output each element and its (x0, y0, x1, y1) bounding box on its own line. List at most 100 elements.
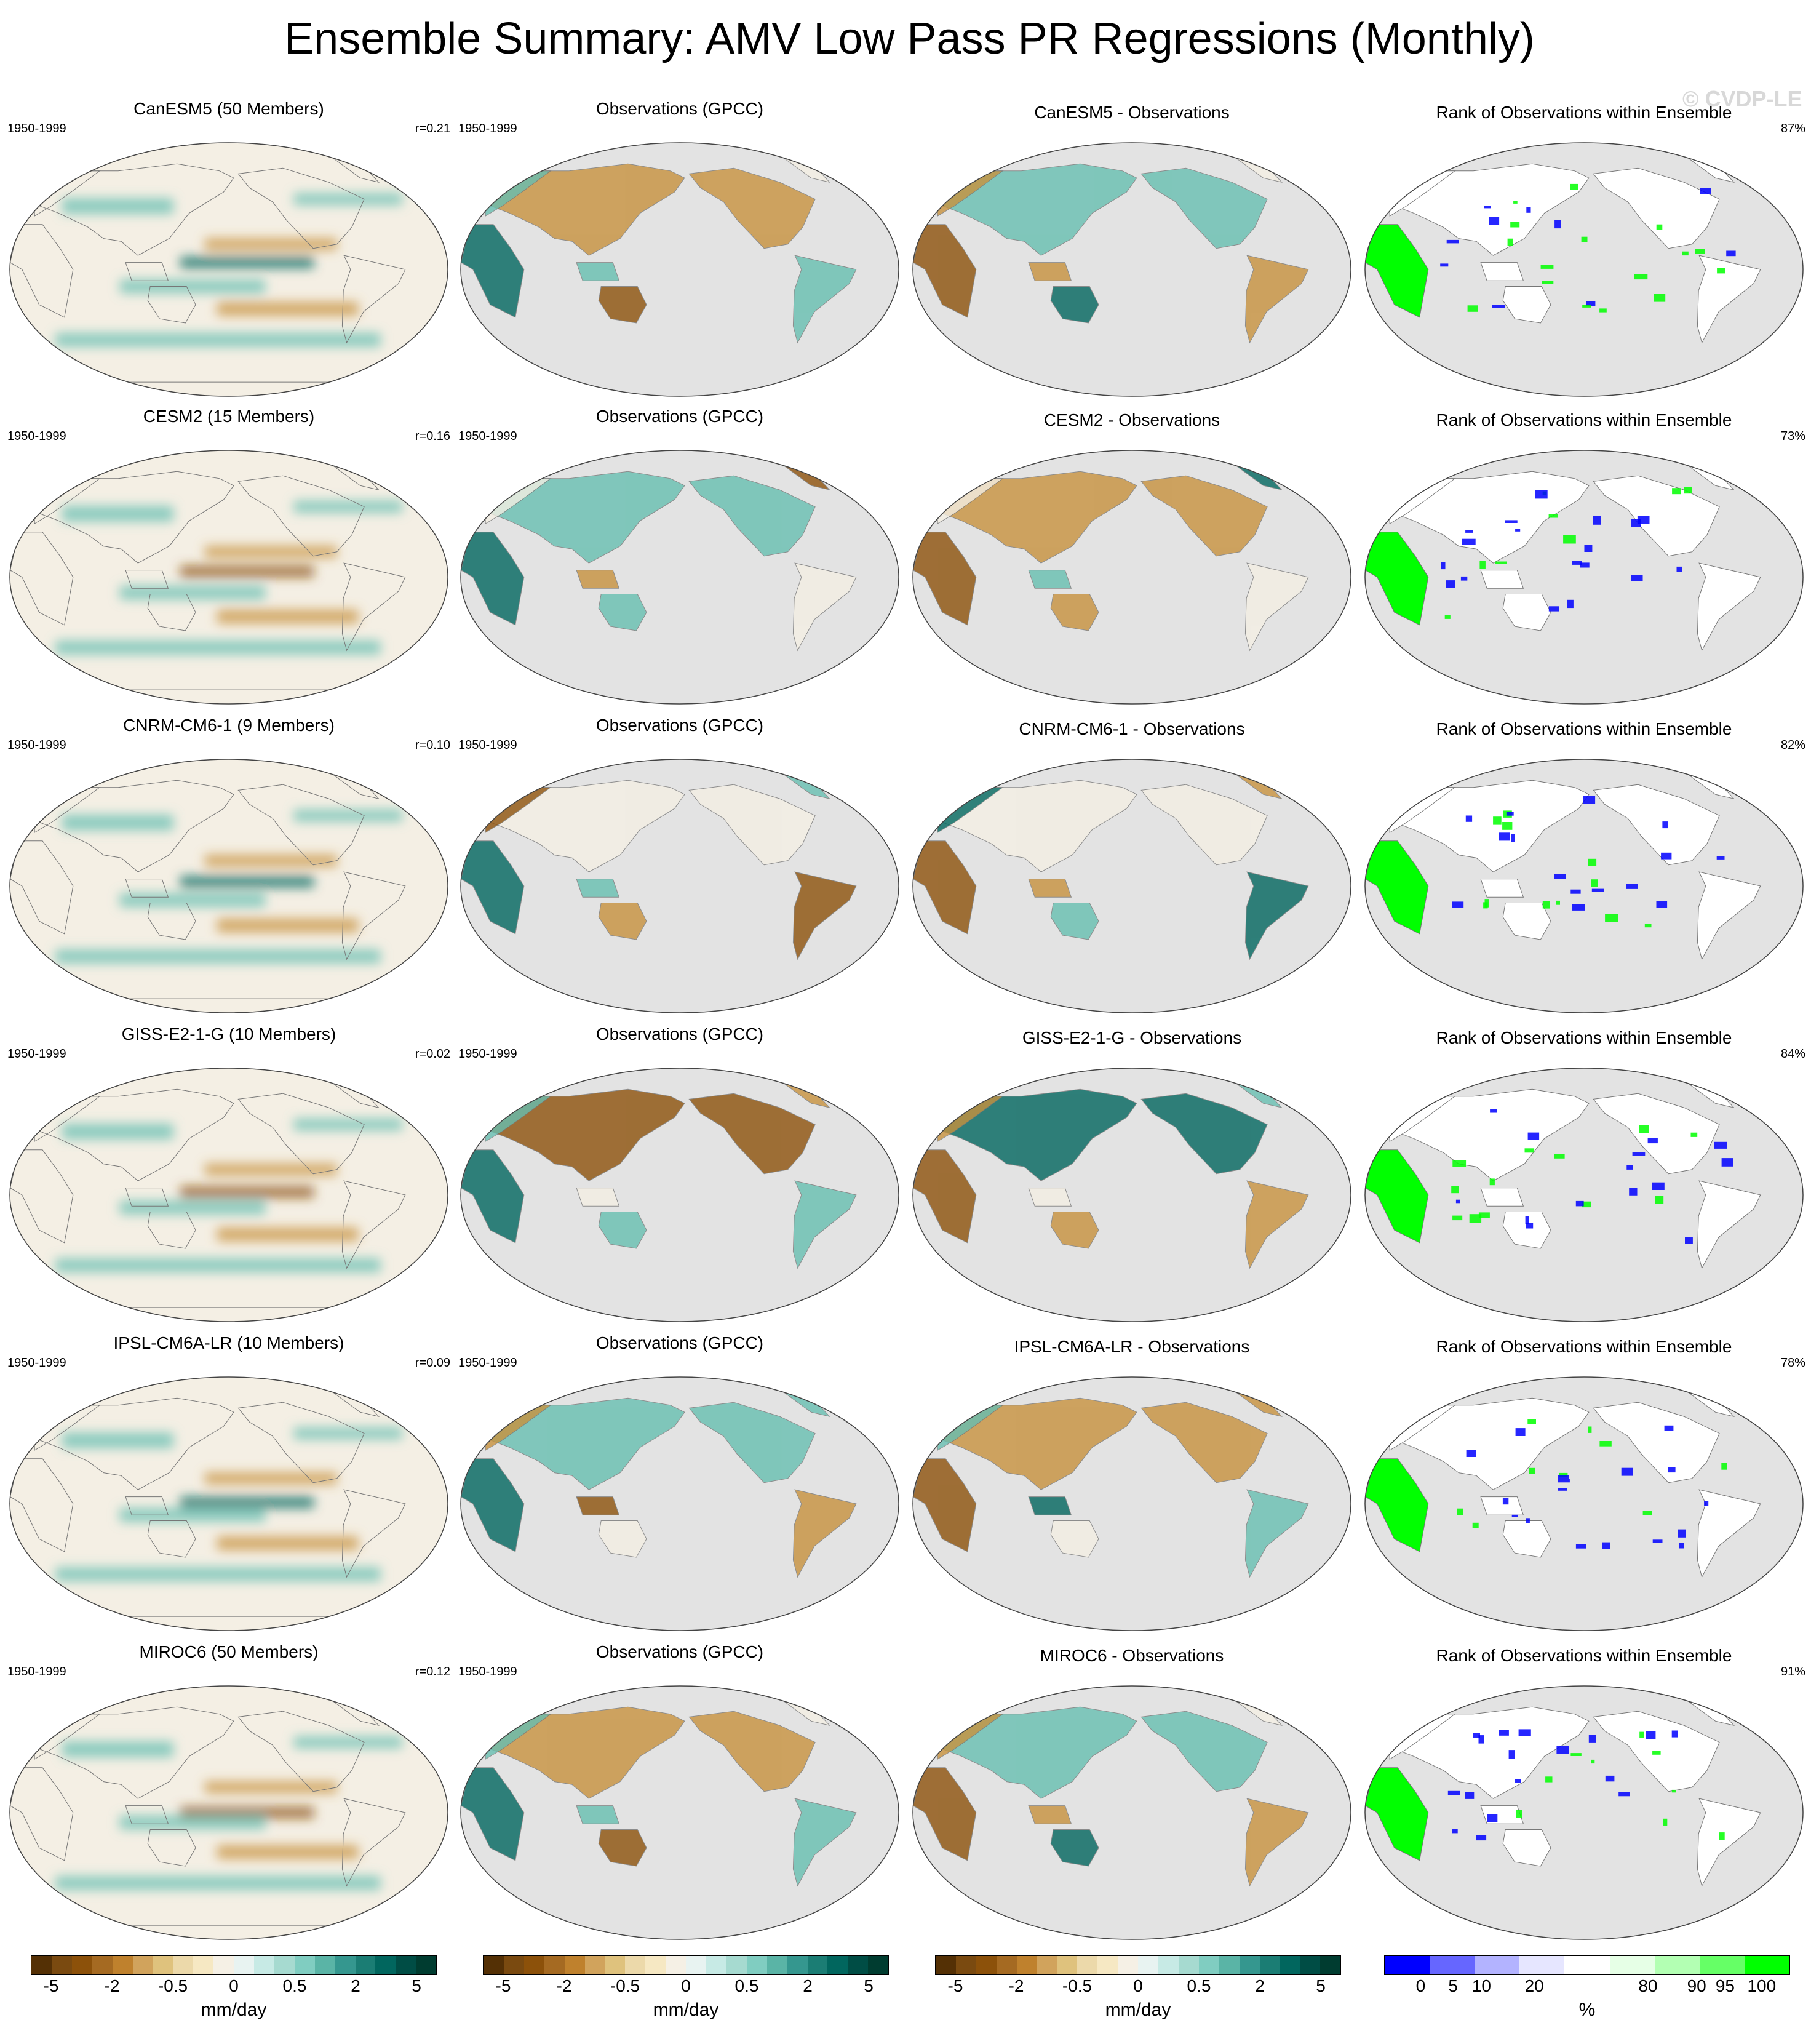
panel-title: Observations (GPCC) (595, 99, 764, 118)
rank-percent-label: 84% (1780, 1047, 1805, 1061)
panel-rank-row-1: Rank of Observations within Ensemble 87% (1363, 98, 1805, 406)
panel-title: Observations (GPCC) (595, 1024, 764, 1044)
pattern-correlation-label: r=0.02 (415, 1047, 450, 1061)
colorbar-swatch (92, 1956, 113, 1974)
panel-title: Rank of Observations within Ensemble (1436, 719, 1732, 738)
precip-colorbar: -5 -2 -0.5 0 0.5 2 5 mm/day (935, 1955, 1341, 2020)
pattern-correlation-label: r=0.10 (415, 738, 450, 752)
colorbar-unit-label: mm/day (1105, 2000, 1171, 2020)
colorbar-swatch (193, 1956, 214, 1974)
globe-map (1364, 142, 1804, 397)
panel-title: IPSL-CM6A-LR - Observations (1014, 1337, 1250, 1356)
globe-map (9, 142, 448, 397)
pattern-correlation-label: r=0.12 (415, 1665, 450, 1679)
panel-title: GISS-E2-1-G - Observations (1022, 1028, 1242, 1047)
globe-map (1364, 450, 1804, 705)
globe-map (9, 759, 448, 1013)
colorbar-swatch (1138, 1956, 1158, 1974)
period-label: 1950-1999 (458, 738, 517, 752)
colorbar-swatch (1744, 1956, 1789, 1974)
colorbar-swatch (31, 1956, 52, 1974)
period-label: 1950-1999 (7, 122, 66, 135)
colorbar-swatch (666, 1956, 687, 1974)
panel-title: Observations (GPCC) (595, 716, 764, 735)
panel-title: Observations (GPCC) (595, 407, 764, 426)
panel-title: CNRM-CM6-1 - Observations (1019, 719, 1245, 738)
pattern-correlation-label: r=0.21 (415, 122, 450, 135)
colorbar-tick-label: 0.5 (734, 1976, 759, 1995)
colorbar-swatch (1699, 1956, 1745, 1974)
colorbar-swatch (294, 1956, 315, 1974)
panel-title: Rank of Observations within Ensemble (1436, 103, 1732, 122)
colorbar-swatch (314, 1956, 335, 1974)
colorbar-swatches (483, 1955, 889, 1975)
colorbar-swatch (1057, 1956, 1078, 1974)
panel-title: MIROC6 (50 Members) (139, 1642, 319, 1661)
colorbar-tick-label: -5 (495, 1976, 511, 1995)
colorbar-swatch (1300, 1956, 1321, 1974)
colorbar-tick-label: 0 (1133, 1976, 1143, 1995)
precip-colorbar: -5 -2 -0.5 0 0.5 2 5 mm/day (31, 1955, 437, 2020)
precip-colorbar: -5 -2 -0.5 0 0.5 2 5 mm/day (483, 1955, 889, 2020)
colorbar-unit-label: mm/day (201, 2000, 267, 2020)
colorbar-swatch (605, 1956, 626, 1974)
colorbar-tick-label: -5 (947, 1976, 963, 1995)
globe-map (460, 1068, 899, 1322)
colorbar-tick-label: 0.5 (1187, 1976, 1211, 1995)
panel-title: CanESM5 (50 Members) (133, 99, 324, 118)
globe-map (1364, 1376, 1804, 1631)
panel-diff-row-6: MIROC6 - Observations (910, 1642, 1353, 1949)
globe-map (912, 1685, 1351, 1940)
colorbar-tick-label: 80 (1638, 1976, 1658, 1995)
rank-colorbar: 0 5 10 20 80 90 95 100% (1384, 1955, 1790, 2020)
colorbar-tick-label: -2 (1008, 1976, 1024, 1995)
panel-title: CESM2 - Observations (1043, 410, 1220, 429)
colorbar-unit-label: mm/day (653, 2000, 719, 2020)
panel-model-row-5: IPSL-CM6A-LR (10 Members) 1950-1999 r=0.09 (7, 1333, 450, 1640)
colorbar-swatch (746, 1956, 767, 1974)
period-label: 1950-1999 (7, 429, 66, 443)
colorbar-swatch (416, 1956, 437, 1974)
colorbar-swatch (132, 1956, 153, 1974)
colorbar-swatch (706, 1956, 726, 1974)
panel-obs-row-1: Observations (GPCC) 1950-1999 (458, 98, 901, 406)
colorbar-swatch (827, 1956, 848, 1974)
colorbar-swatch (1280, 1956, 1300, 1974)
panel-title: Rank of Observations within Ensemble (1436, 1028, 1732, 1047)
colorbar-tick-label: 20 (1524, 1976, 1544, 1995)
colorbar-swatches (31, 1955, 437, 1975)
colorbar-tick-label: 0.5 (282, 1976, 307, 1995)
panel-rank-row-5: Rank of Observations within Ensemble 78% (1363, 1333, 1805, 1640)
colorbar-swatch (996, 1956, 1017, 1974)
colorbar-swatch (584, 1956, 605, 1974)
panel-diff-row-3: CNRM-CM6-1 - Observations (910, 715, 1353, 1023)
panel-obs-row-2: Observations (GPCC) 1950-1999 (458, 406, 901, 714)
rank-percent-label: 91% (1780, 1665, 1805, 1679)
colorbar-tick-label: 5 (1316, 1976, 1326, 1995)
pattern-correlation-label: r=0.16 (415, 429, 450, 443)
colorbar-swatch (1239, 1956, 1260, 1974)
panel-diff-row-2: CESM2 - Observations (910, 406, 1353, 714)
colorbar-tick-label: 2 (803, 1976, 813, 1995)
colorbar-swatch (355, 1956, 376, 1974)
period-label: 1950-1999 (7, 1047, 66, 1061)
period-label: 1950-1999 (458, 1047, 517, 1061)
panel-title: CanESM5 - Observations (1034, 103, 1230, 122)
colorbar-swatch (1385, 1956, 1430, 1974)
period-label: 1950-1999 (458, 1356, 517, 1370)
colorbar-swatch (976, 1956, 997, 1974)
colorbar-swatch (1259, 1956, 1280, 1974)
colorbar-swatch (766, 1956, 787, 1974)
panel-diff-row-5: IPSL-CM6A-LR - Observations (910, 1333, 1353, 1640)
colorbar-swatch (173, 1956, 194, 1974)
globe-map (9, 450, 448, 705)
globe-map (460, 1685, 899, 1940)
colorbar-swatch (375, 1956, 396, 1974)
colorbar-tick-label: 0 (681, 1976, 691, 1995)
panel-model-row-1: CanESM5 (50 Members) 1950-1999 r=0.21 (7, 98, 450, 406)
colorbar-tick-label: -2 (556, 1976, 572, 1995)
panel-obs-row-4: Observations (GPCC) 1950-1999 (458, 1024, 901, 1331)
colorbar-tick-label: -0.5 (157, 1976, 188, 1995)
colorbar-tick-label: 10 (1471, 1976, 1491, 1995)
globe-map (460, 142, 899, 397)
